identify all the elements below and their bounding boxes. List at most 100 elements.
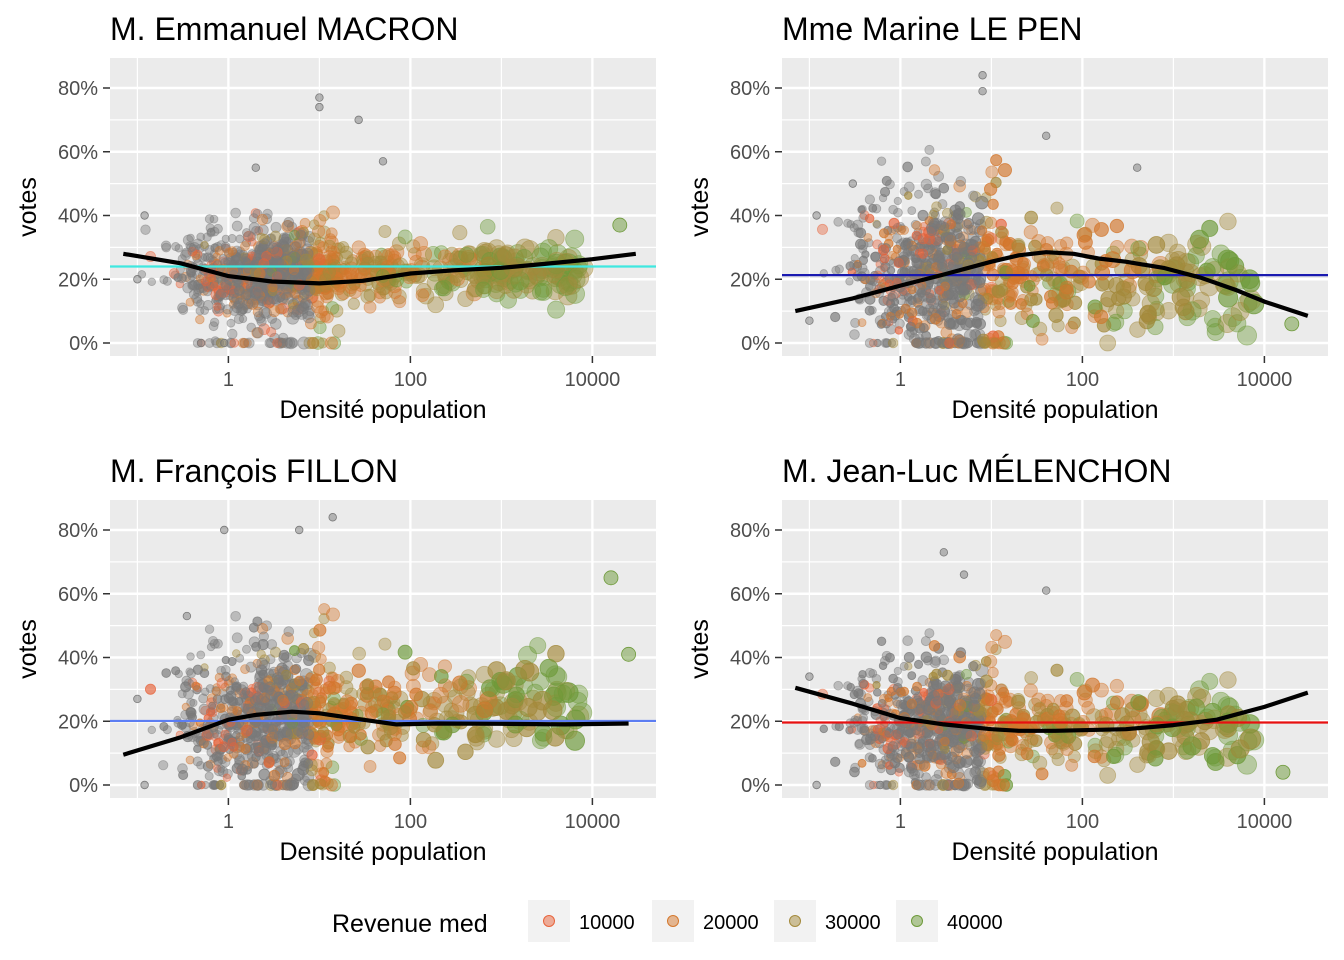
data-point [479,218,496,235]
data-point [857,318,867,328]
data-point [1067,316,1081,330]
data-point [339,250,354,265]
data-point [995,225,1008,239]
data-point [458,246,475,263]
data-point [937,199,948,210]
data-point [975,195,989,210]
data-point [325,205,340,220]
data-point [481,679,499,697]
x-axis-label: Densité population [951,396,1158,424]
data-point [299,217,311,229]
data-point [311,300,325,314]
data-point [1156,269,1173,286]
data-point [237,306,247,316]
data-point [133,694,142,704]
data-point [147,725,156,735]
data-point [224,247,234,258]
data-point [201,253,210,262]
data-point [360,288,376,304]
data-point [1137,274,1154,292]
data-point [870,251,881,262]
data-point [226,318,236,328]
data-point [363,760,377,773]
data-point [397,705,412,719]
y-tick-label: 0% [69,775,98,797]
data-point [252,779,264,791]
data-point [889,315,898,324]
data-point [1093,309,1109,324]
data-point [348,721,361,734]
data-point [907,206,917,216]
data-point [452,224,468,241]
data-point [327,250,341,265]
data-point [469,270,488,290]
data-point [1192,236,1212,256]
data-point [1239,269,1260,289]
data-point [354,115,363,125]
data-point [496,671,516,691]
data-point [1058,284,1074,300]
data-point [937,298,948,309]
data-point [863,233,873,242]
data-point [918,323,929,334]
data-point [864,305,875,316]
data-point [327,336,342,350]
y-tick-label: 80% [730,78,770,100]
data-point [874,758,886,770]
data-point [235,234,245,244]
data-point [255,281,268,293]
data-point [888,217,900,229]
data-point [322,265,336,279]
data-point [256,213,269,226]
data-point [206,227,216,237]
data-point [240,241,250,251]
data-point [283,626,295,637]
data-point [300,267,313,280]
data-point [893,207,903,218]
data-point [331,324,346,338]
data-point [256,232,266,243]
data-point [457,290,474,308]
data-point [133,275,142,284]
data-point [284,336,298,350]
data-point [348,285,362,299]
data-point [382,675,396,689]
data-point [227,234,237,244]
data-point [277,694,289,707]
data-point [230,207,241,219]
data-point [944,337,955,348]
data-point [264,295,274,305]
data-point [258,238,271,250]
data-point [202,299,214,311]
data-point [145,683,157,695]
data-point [279,757,290,768]
data-point [221,234,230,243]
data-point [173,273,182,282]
data-point [520,662,540,682]
data-point [846,220,855,229]
data-point [185,706,196,717]
data-point [261,213,272,225]
data-point [475,281,492,298]
data-point [1099,334,1117,352]
data-point [876,156,887,166]
data-point [260,696,270,707]
data-point [328,513,337,522]
data-point [406,661,421,676]
data-point [902,635,913,646]
data-point [947,258,960,271]
data-point [296,229,307,240]
x-tick-label: 10000 [565,369,621,391]
data-point [325,607,340,622]
data-point [1109,218,1124,234]
data-point [621,646,637,662]
data-point [1006,285,1019,299]
data-point [928,164,941,176]
data-point [204,214,215,224]
data-point [992,285,1006,299]
data-point [140,211,149,220]
data-point [845,277,854,286]
data-point [212,694,223,704]
data-point [805,316,814,325]
